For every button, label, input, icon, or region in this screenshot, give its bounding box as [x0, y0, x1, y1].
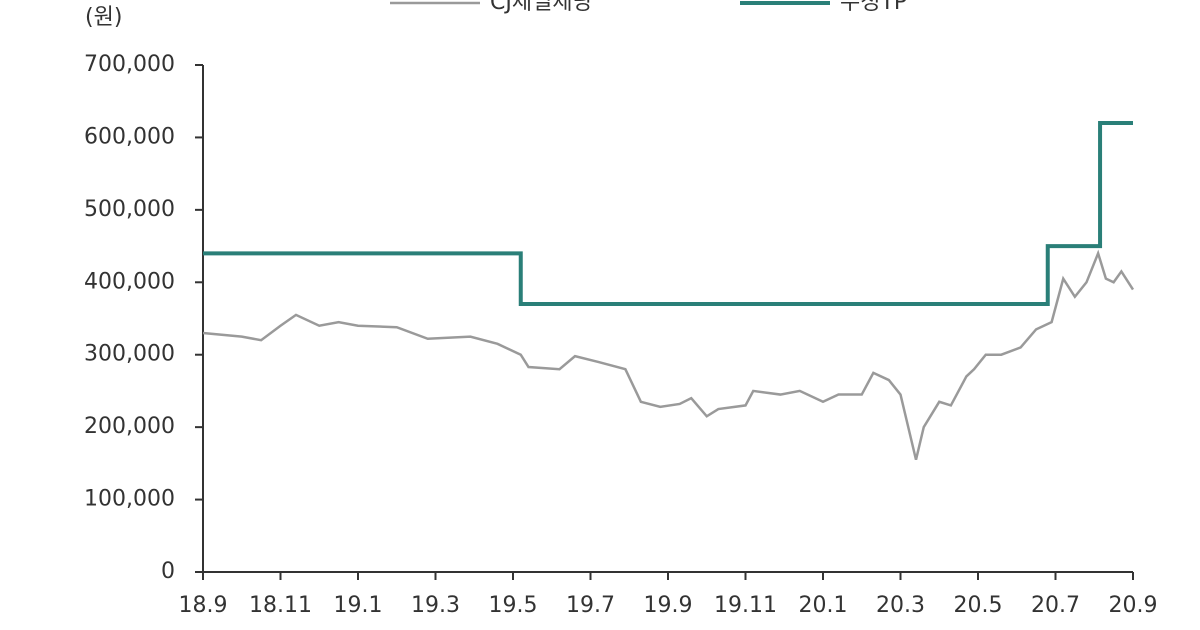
- x-tick-label: 20.9: [1109, 593, 1158, 618]
- y-tick-label: 700,000: [84, 52, 175, 77]
- x-tick-label: 20.5: [954, 593, 1003, 618]
- x-tick-label: 19.9: [644, 593, 693, 618]
- x-tick-label: 20.3: [876, 593, 925, 618]
- legend-label: CJ제일제당: [490, 0, 593, 15]
- y-tick-label: 500,000: [84, 197, 175, 222]
- y-tick-label: 200,000: [84, 414, 175, 439]
- y-axis-label: (원): [85, 5, 122, 30]
- x-tick-label: 18.9: [179, 593, 228, 618]
- y-tick-label: 400,000: [84, 269, 175, 294]
- x-tick-label: 19.5: [489, 593, 538, 618]
- x-tick-label: 19.3: [411, 593, 460, 618]
- x-tick-label: 19.1: [334, 593, 383, 618]
- series-line: [202, 249, 1135, 461]
- x-tick-label: 20.7: [1031, 593, 1080, 618]
- x-tick-label: 18.11: [249, 593, 312, 618]
- series-line: [203, 120, 1133, 307]
- x-tick-label: 20.1: [799, 593, 848, 618]
- legend-label: 수정TP: [840, 0, 907, 15]
- y-tick-label: 300,000: [84, 342, 175, 367]
- y-tick-label: 0: [161, 559, 175, 584]
- x-tick-label: 19.11: [714, 593, 777, 618]
- y-tick-label: 600,000: [84, 124, 175, 149]
- y-tick-label: 100,000: [84, 487, 175, 512]
- x-tick-label: 19.7: [566, 593, 615, 618]
